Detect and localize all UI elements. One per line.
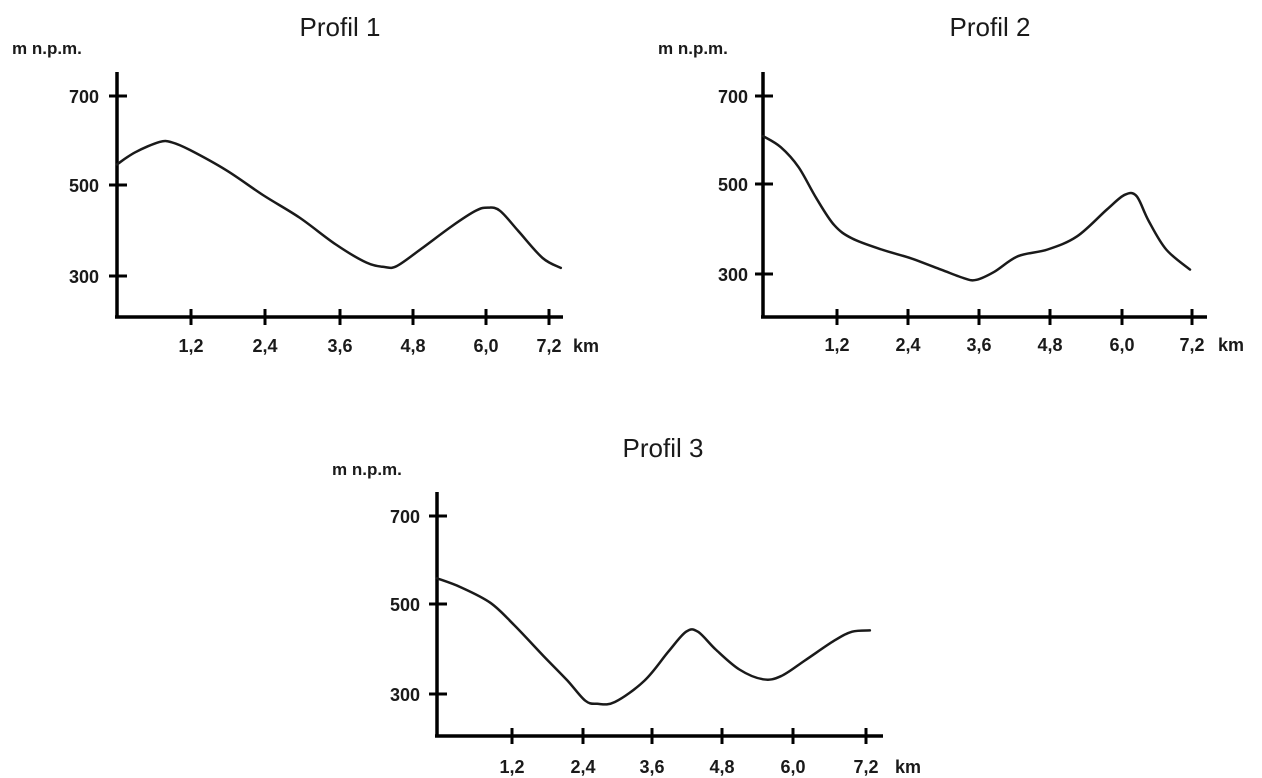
x-tick-label: 1,2 — [178, 336, 203, 356]
x-tick-label: 7,2 — [1179, 335, 1204, 355]
y-axis: 700 500 300 — [390, 492, 447, 736]
profile-1-chart: Profil 1 m n.p.m. 700 500 300 1,2 2,4 3,… — [12, 12, 599, 356]
x-tick-label: 7,2 — [853, 757, 878, 777]
x-tick-label: 1,2 — [499, 757, 524, 777]
x-tick-label: 6,0 — [780, 757, 805, 777]
x-axis-unit: km — [895, 757, 921, 777]
y-tick-label: 300 — [69, 267, 99, 287]
x-tick-label: 4,8 — [1037, 335, 1062, 355]
elevation-profile-line — [761, 134, 1192, 282]
x-tick-label: 3,6 — [327, 336, 352, 356]
y-tick-label: 700 — [390, 507, 420, 527]
y-tick-label: 700 — [69, 87, 99, 107]
y-tick-label: 500 — [390, 595, 420, 615]
y-axis-label: m n.p.m. — [332, 460, 402, 479]
elevation-profile-line — [435, 577, 872, 706]
y-tick-label: 500 — [69, 176, 99, 196]
y-tick-label: 300 — [390, 685, 420, 705]
x-axis: 1,2 2,4 3,6 4,8 6,0 7,2 km — [435, 728, 921, 777]
x-tick-label: 7,2 — [536, 336, 561, 356]
x-tick-label: 3,6 — [639, 757, 664, 777]
x-tick-label: 6,0 — [1109, 335, 1134, 355]
x-tick-label: 4,8 — [400, 336, 425, 356]
y-tick-label: 300 — [718, 265, 748, 285]
x-tick-label: 2,4 — [570, 757, 595, 777]
y-axis-label: m n.p.m. — [658, 39, 728, 58]
x-tick-label: 2,4 — [895, 335, 920, 355]
x-tick-label: 4,8 — [709, 757, 734, 777]
profile-2-chart: Profil 2 m n.p.m. 700 500 300 1,2 2,4 3,… — [658, 12, 1244, 355]
x-axis-unit: km — [573, 336, 599, 356]
y-axis-label: m n.p.m. — [12, 39, 82, 58]
y-axis: 700 500 300 — [718, 72, 773, 317]
x-tick-label: 3,6 — [966, 335, 991, 355]
x-axis: 1,2 2,4 3,6 4,8 6,0 7,2 km — [761, 309, 1244, 355]
chart-title: Profil 2 — [950, 12, 1031, 42]
y-axis: 700 500 300 — [69, 72, 127, 317]
x-axis: 1,2 2,4 3,6 4,8 6,0 7,2 km — [115, 309, 599, 356]
elevation-profile-line — [115, 139, 563, 270]
chart-title: Profil 3 — [623, 433, 704, 463]
x-axis-unit: km — [1218, 335, 1244, 355]
chart-title: Profil 1 — [300, 12, 381, 42]
y-tick-label: 500 — [718, 175, 748, 195]
x-tick-label: 6,0 — [473, 336, 498, 356]
profile-3-chart: Profil 3 m n.p.m. 700 500 300 1,2 2,4 3,… — [332, 433, 921, 777]
y-tick-label: 700 — [718, 87, 748, 107]
x-tick-label: 1,2 — [824, 335, 849, 355]
x-tick-label: 2,4 — [252, 336, 277, 356]
